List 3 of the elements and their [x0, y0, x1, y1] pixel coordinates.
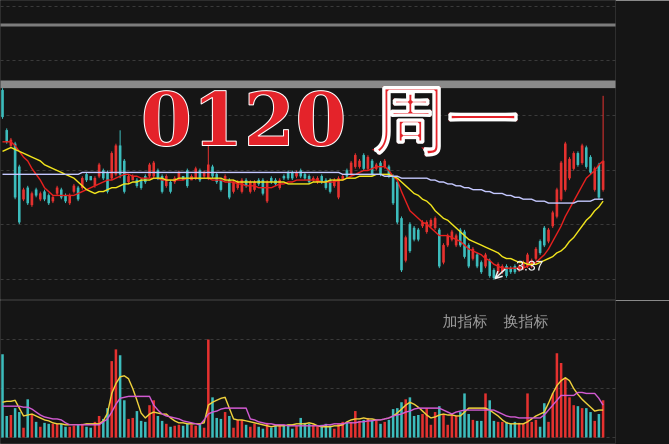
chart-title: 0120 周一 [140, 78, 520, 164]
text: 加指标 [442, 312, 488, 330]
text: 换指标 [504, 312, 548, 330]
